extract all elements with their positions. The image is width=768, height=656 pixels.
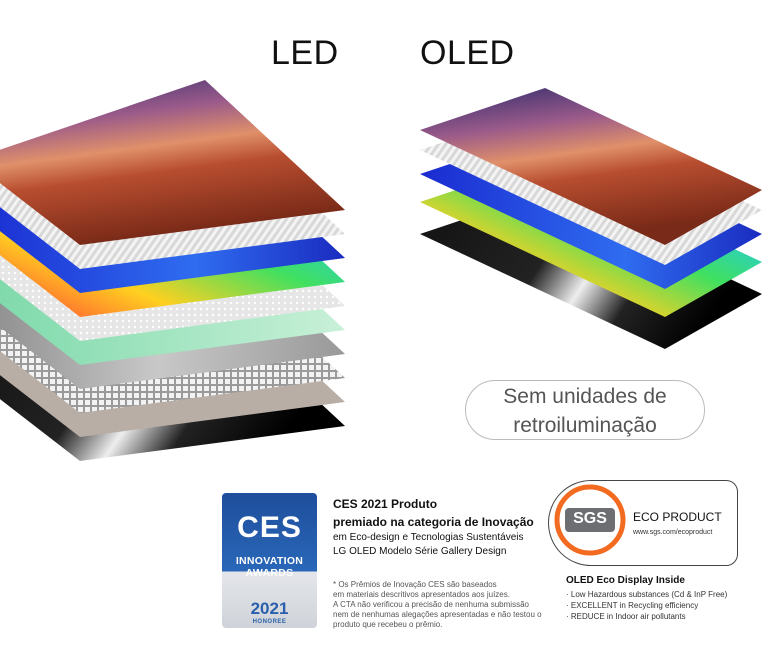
sgs-url: www.sgs.com/ecoproduct xyxy=(633,529,713,536)
ces-badge: CES INNOVATION AWARDS 2021 HONOREE xyxy=(222,493,317,628)
sgs-logo: SGS xyxy=(573,510,607,527)
eco-item: · REDUCE in Indoor air pollutants xyxy=(566,612,686,621)
eco-title: OLED Eco Display Inside xyxy=(566,575,685,586)
led-stack xyxy=(0,80,345,461)
oled-stack xyxy=(420,88,762,349)
eco-item: · Low Hazardous substances (Cd & InP Fre… xyxy=(566,590,728,599)
footnote-line: * Os Prêmios de Inovação CES são baseado… xyxy=(333,580,497,589)
award-year: 2021 xyxy=(250,599,289,618)
ces-line: em Eco-design e Tecnologias Sustentáveis xyxy=(333,532,524,543)
footnote-line: em materiais descritivos apresentados ao… xyxy=(333,590,510,599)
callout-line: retroiluminação xyxy=(513,414,657,437)
ces-line: LG OLED Modelo Série Gallery Design xyxy=(333,546,507,557)
heading: LED xyxy=(271,34,339,72)
eco-list: OLED Eco Display Inside · Low Hazardous … xyxy=(566,575,727,622)
award-status: HONOREE xyxy=(252,619,287,625)
ces-line: premiado na categoria de Inovação xyxy=(333,515,534,529)
footnote-line: nem de nenhumas alegações apresentadas e… xyxy=(333,610,542,619)
sgs-box xyxy=(548,480,738,566)
footnote-line: A CTA não verificou a precisão de nenhum… xyxy=(333,600,529,609)
ces-line: CES 2021 Produto xyxy=(333,497,438,511)
callout-line: Sem unidades de xyxy=(503,385,667,408)
award-line: INNOVATION xyxy=(235,555,304,567)
footnote: * Os Prêmios de Inovação CES são baseado… xyxy=(333,580,542,630)
callout: Sem unidades de retroiluminação xyxy=(465,380,705,440)
eco-item: · EXCELLENT in Recycling efficiency xyxy=(566,601,699,610)
footnote-line: produto que recebeu o prêmio. xyxy=(333,620,443,629)
award-line: AWARDS xyxy=(245,567,294,579)
ces-text: CES 2021 Produto premiado na categoria d… xyxy=(333,495,534,559)
ces-logo: CES xyxy=(237,511,302,544)
sgs-label: ECO PRODUCT xyxy=(633,510,722,524)
heading: OLED xyxy=(420,34,515,72)
